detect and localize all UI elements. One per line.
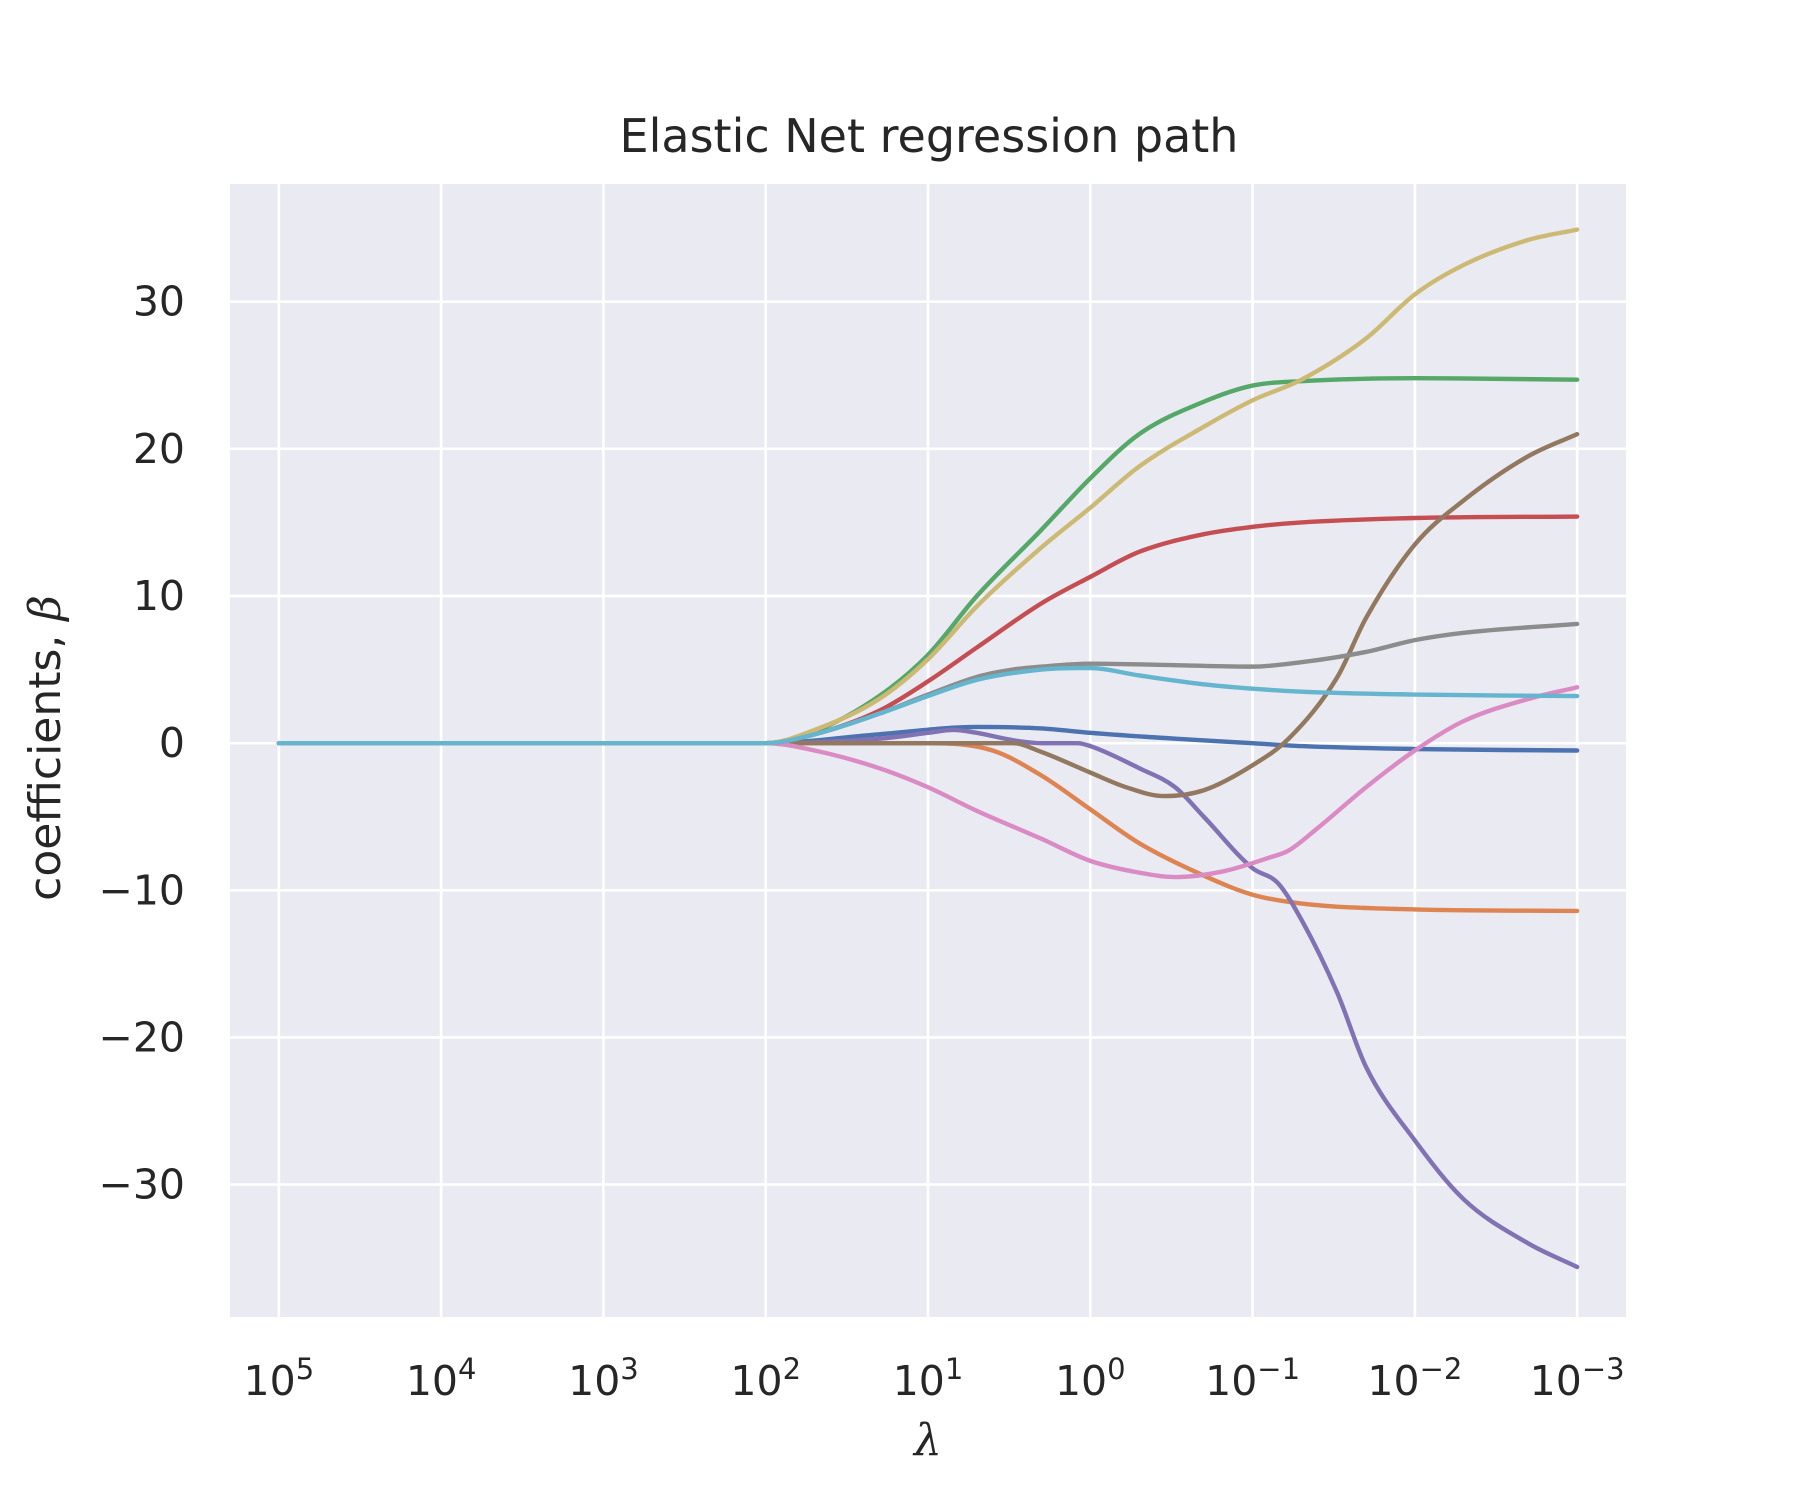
y-axis-label: coefficients, β	[20, 595, 71, 901]
x-tick-exponent: 5	[296, 1352, 314, 1386]
x-tick-base: 10	[730, 1357, 782, 1405]
series-lines	[276, 227, 1580, 1270]
y-tick-label: −30	[98, 1161, 185, 1209]
y-tick-label: −10	[98, 866, 185, 914]
x-tick-exponent: −3	[1582, 1352, 1625, 1386]
x-tick-base: 10	[1055, 1357, 1107, 1405]
x-tick-label: 103	[568, 1352, 639, 1405]
y-axis-label-text: coefficients,	[20, 621, 71, 901]
x-tick-label: 100	[1055, 1352, 1126, 1405]
x-tick-base: 10	[1205, 1357, 1257, 1405]
x-tick-exponent: −2	[1420, 1352, 1463, 1386]
x-tick-exponent: 3	[620, 1352, 638, 1386]
y-axis-label-symbol: β	[20, 595, 71, 622]
x-tick-labels: 105 104 103 102 101 100 10−1 10−2 10−3	[244, 1352, 1625, 1405]
y-tick-label: 10	[133, 572, 185, 620]
series-line-6	[276, 431, 1580, 799]
y-tick-labels: 30 20 10 0 −10 −20 −30	[98, 278, 185, 1209]
x-tick-base: 10	[568, 1357, 620, 1405]
series-line-5	[276, 727, 1580, 1270]
x-tick-exponent: 1	[945, 1352, 963, 1386]
x-tick-label: 102	[730, 1352, 801, 1405]
y-tick-label: 0	[159, 719, 185, 767]
x-tick-base: 10	[244, 1357, 296, 1405]
series-line-7	[276, 685, 1580, 880]
x-tick-base: 10	[1530, 1357, 1582, 1405]
x-tick-exponent: −1	[1257, 1352, 1300, 1386]
y-tick-label: 30	[133, 278, 185, 326]
x-tick-base: 10	[893, 1357, 945, 1405]
x-tick-base: 10	[1367, 1357, 1419, 1405]
x-gridlines	[277, 184, 1579, 1317]
x-tick-label: 10−2	[1367, 1352, 1462, 1405]
x-tick-base: 10	[406, 1357, 458, 1405]
chart-title: Elastic Net regression path	[620, 109, 1239, 163]
x-tick-exponent: 2	[783, 1352, 801, 1386]
x-tick-label: 10−3	[1530, 1352, 1625, 1405]
y-tick-label: 20	[133, 425, 185, 473]
x-tick-label: 104	[406, 1352, 477, 1405]
y-tick-label: −20	[98, 1013, 185, 1061]
series-line-10	[276, 665, 1580, 746]
x-tick-exponent: 0	[1107, 1352, 1125, 1386]
x-axis-label: λ	[912, 1415, 942, 1466]
x-tick-exponent: 4	[458, 1352, 476, 1386]
y-gridlines	[230, 300, 1626, 1186]
x-tick-label: 101	[893, 1352, 964, 1405]
x-tick-label: 105	[244, 1352, 315, 1405]
x-tick-label: 10−1	[1205, 1352, 1300, 1405]
